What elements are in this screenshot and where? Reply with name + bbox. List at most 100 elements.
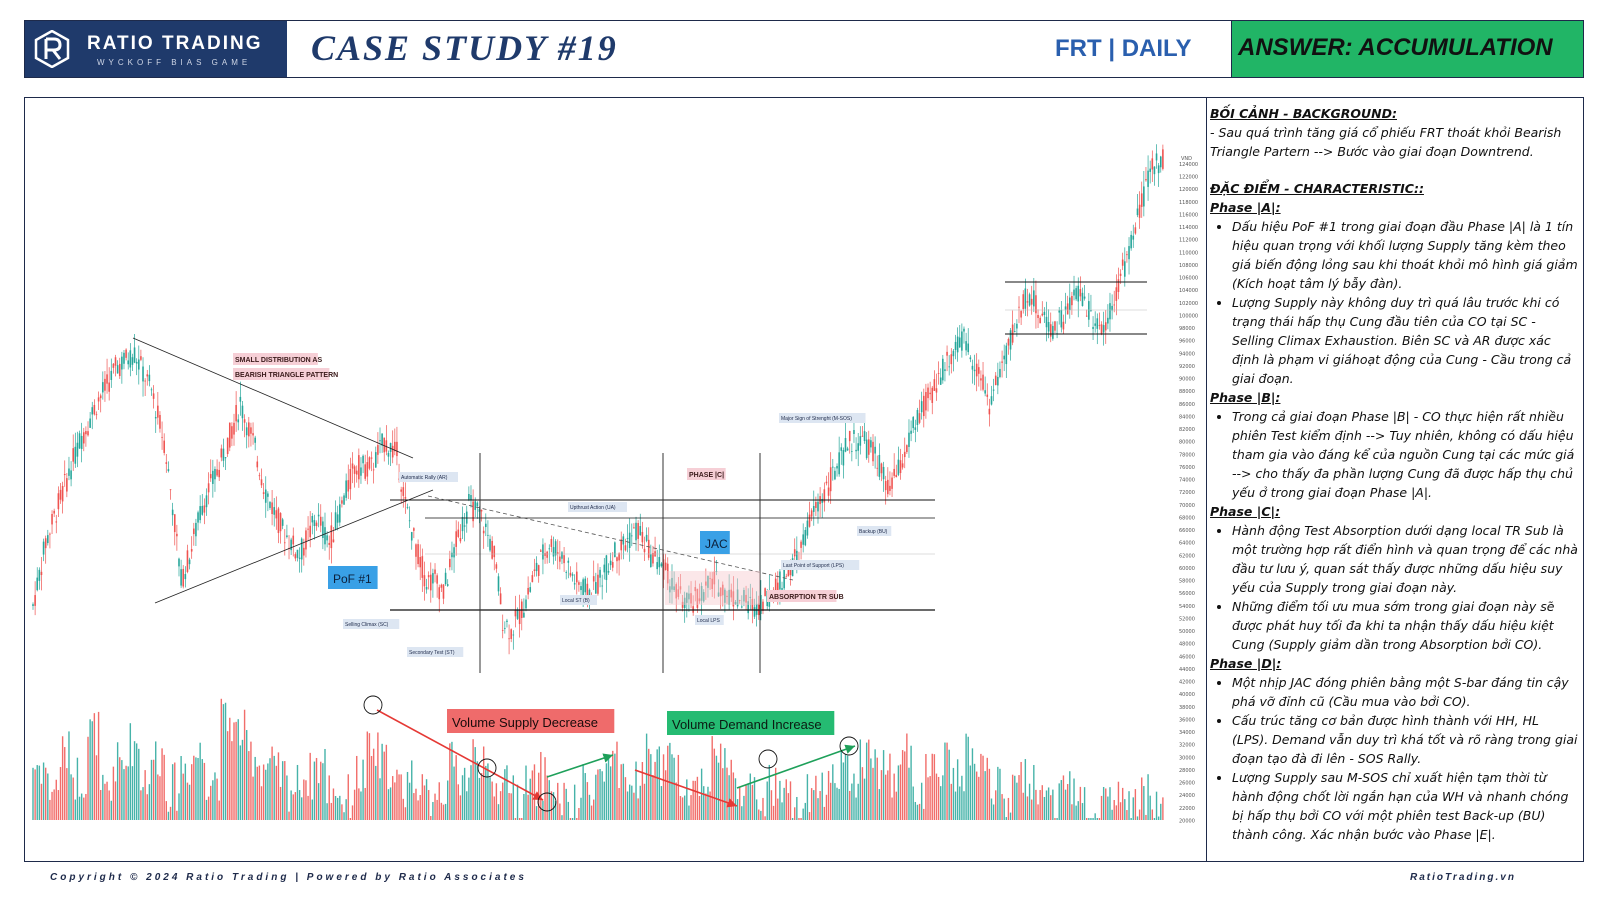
candle-body [611, 562, 614, 568]
candle-body [442, 584, 445, 599]
volume-bar [176, 810, 178, 820]
price-tick-label: 76000 [1179, 465, 1195, 471]
candle-body [1001, 361, 1003, 363]
candle-body [404, 496, 407, 499]
volume-bar [565, 788, 567, 820]
candle-body [262, 492, 265, 494]
candle-body [859, 436, 862, 446]
candle-body [709, 578, 711, 580]
volume-bar [1090, 818, 1092, 820]
volume-bar [762, 797, 764, 820]
volume-bar [978, 776, 980, 820]
volume-bar [119, 757, 121, 820]
volume-bar [161, 748, 163, 820]
volume-bar [110, 800, 112, 820]
volume-bar [1045, 790, 1048, 820]
price-tick-label: 24000 [1179, 793, 1195, 799]
volume-bar [256, 766, 258, 820]
candle-body [38, 569, 41, 581]
candle-body [1039, 317, 1041, 324]
volume-bar [235, 721, 237, 820]
volume-bar [927, 777, 929, 820]
candle-body [821, 499, 824, 503]
volume-bar [755, 799, 758, 820]
candle-body [597, 574, 599, 594]
candle-body [68, 468, 70, 476]
volume-bar [734, 778, 737, 820]
candle-body [283, 542, 286, 544]
volume-bar [311, 799, 313, 820]
volume-bar [53, 789, 55, 820]
candle-body [582, 579, 584, 598]
price-tick-label: 94000 [1179, 351, 1195, 357]
volume-bar [650, 754, 652, 820]
price-tick-label: 84000 [1179, 414, 1195, 420]
candle-body [1143, 186, 1145, 207]
footer-website[interactable]: RatioTrading.vn [1410, 872, 1516, 883]
volume-bar [430, 816, 432, 820]
volume-bar [358, 788, 360, 820]
volume-demand-label-bg [667, 711, 835, 735]
candle-body [474, 501, 477, 510]
candle-body [118, 363, 121, 377]
candle-body [650, 554, 652, 568]
candle-body [453, 547, 455, 558]
candle-body [315, 522, 318, 527]
candle-body [603, 564, 606, 573]
candle-body [647, 539, 650, 558]
candle-body [806, 520, 809, 536]
volume-bar [457, 784, 459, 820]
candle-body [300, 538, 303, 560]
volume-bar [1126, 810, 1128, 820]
phase-b-title: Phase |B|: [1210, 390, 1281, 405]
st-label: Secondary Test (ST) [409, 650, 455, 656]
candle-body [34, 595, 36, 606]
price-tick-label: 42000 [1179, 680, 1195, 686]
phase-c-list: Hành động Test Absorption dưới dạng loca… [1210, 521, 1578, 654]
volume-bar [133, 741, 136, 820]
volume-highlight-circle [537, 792, 557, 812]
candle-body [834, 470, 836, 480]
volume-bar [493, 796, 495, 820]
volume-bar [948, 749, 950, 820]
candle-body [990, 396, 993, 405]
volume-bar [421, 774, 424, 820]
price-tick-label: 68000 [1179, 515, 1195, 521]
price-tick-label: 50000 [1179, 629, 1195, 635]
volume-bar [1124, 799, 1126, 820]
brand-block: RATIO TRADING WYCKOFF BIAS GAME [25, 21, 287, 77]
volume-bar [521, 818, 523, 820]
volume-bar [554, 801, 557, 820]
volume-bar [1066, 784, 1069, 820]
volume-bar [944, 742, 946, 820]
volume-bar [478, 777, 481, 820]
volume-bar [764, 816, 766, 820]
price-tick-label: 66000 [1179, 528, 1195, 534]
absorption-label-bg [767, 590, 837, 602]
candle-body [927, 387, 929, 399]
volume-bar [80, 793, 83, 820]
candle-body [810, 510, 813, 517]
volume-bar [1075, 805, 1077, 820]
candle-body [914, 427, 917, 430]
candle-body [533, 569, 536, 571]
candle-body [855, 449, 857, 452]
candle-body [63, 473, 66, 476]
volume-bar [904, 751, 906, 820]
volume-bar [571, 818, 574, 820]
volume-bar [231, 741, 233, 820]
candle-body [963, 328, 965, 332]
volume-bar [42, 762, 45, 820]
volume-bar [745, 785, 747, 820]
candle-body [793, 549, 796, 557]
candle-body [705, 581, 707, 586]
candle-body [434, 569, 436, 574]
footer-copyright: Copyright © 2024 Ratio Trading | Powered… [50, 872, 527, 883]
volume-bar [1153, 818, 1156, 820]
candle-body [525, 599, 527, 609]
candle-body [832, 466, 834, 468]
candle-body [622, 536, 625, 545]
volume-bar [413, 793, 415, 820]
volume-bar [975, 771, 978, 820]
candle-body [514, 610, 517, 617]
